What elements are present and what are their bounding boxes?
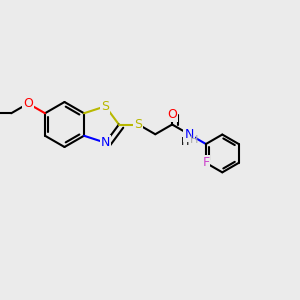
Text: F: F [202, 156, 209, 170]
Text: S: S [134, 118, 142, 131]
Text: S: S [101, 100, 110, 113]
Text: H: H [190, 135, 199, 145]
Text: N: N [101, 136, 110, 149]
Text: N: N [184, 128, 194, 141]
Text: N: N [184, 128, 194, 141]
Text: O: O [167, 108, 177, 121]
Text: H: H [181, 137, 190, 147]
Text: O: O [23, 97, 33, 110]
